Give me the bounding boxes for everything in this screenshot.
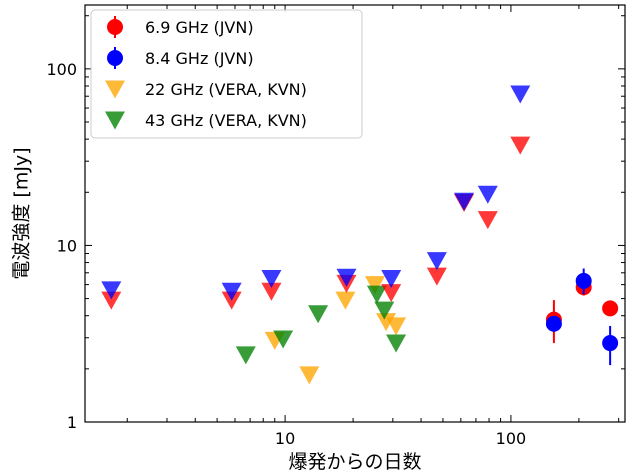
upper-limit-marker xyxy=(308,305,329,324)
series-2 xyxy=(101,85,619,366)
upper-limit-marker xyxy=(386,334,407,353)
series-1 xyxy=(101,136,619,344)
y-tick-label: 1 xyxy=(67,413,77,432)
y-tick-label: 100 xyxy=(46,60,77,79)
data-point xyxy=(602,300,619,317)
x-axis-label: 爆発からの日数 xyxy=(288,451,421,473)
x-tick-label: 100 xyxy=(496,429,527,448)
legend-marker xyxy=(107,19,123,35)
upper-limit-marker xyxy=(366,285,387,304)
y-axis-label: 電波強度 [mJy] xyxy=(11,147,33,279)
x-axis-ticks: 10 100 xyxy=(126,5,620,448)
data-point xyxy=(602,335,619,352)
upper-limit-marker xyxy=(426,267,447,286)
legend-marker xyxy=(105,80,125,99)
upper-limit-marker xyxy=(381,284,402,303)
upper-limit-marker xyxy=(101,281,122,300)
series-4 xyxy=(235,285,407,365)
legend-box xyxy=(90,9,363,139)
upper-limit-marker xyxy=(364,276,385,295)
upper-limit-marker xyxy=(374,301,395,320)
plot-area xyxy=(84,4,626,423)
upper-limit-marker xyxy=(273,330,294,349)
upper-limit-marker xyxy=(510,136,531,155)
upper-limit-marker xyxy=(381,269,402,288)
series-3 xyxy=(264,276,407,385)
upper-limit-marker xyxy=(235,346,256,365)
plot-frame xyxy=(84,4,626,423)
legend-marker xyxy=(107,50,123,66)
upper-limit-marker xyxy=(426,252,447,271)
upper-limit-marker xyxy=(477,185,498,204)
legend-label: 8.4 GHz (JVN) xyxy=(145,49,254,68)
upper-limit-marker xyxy=(101,291,122,310)
upper-limit-marker xyxy=(261,269,282,288)
upper-limit-marker xyxy=(221,282,242,301)
upper-limit-marker xyxy=(454,192,475,211)
upper-limit-marker xyxy=(335,291,356,310)
legend: 6.9 GHz (JVN) 8.4 GHz (JVN) 22 GHz (VERA, … xyxy=(90,9,363,139)
upper-limit-marker xyxy=(386,317,407,336)
legend-label: 22 GHz (VERA, KVN) xyxy=(145,80,307,99)
data-point xyxy=(575,272,592,289)
legend-label: 43 GHz (VERA, KVN) xyxy=(145,111,307,130)
upper-limit-marker xyxy=(299,366,320,385)
data-marks xyxy=(101,85,619,385)
legend-label: 6.9 GHz (JVN) xyxy=(145,18,254,37)
y-tick-label: 10 xyxy=(57,236,77,255)
y-axis-ticks: 1 10 100 xyxy=(46,15,625,432)
upper-limit-marker xyxy=(477,211,498,230)
upper-limit-marker xyxy=(510,85,531,104)
upper-limit-marker xyxy=(261,282,282,301)
upper-limit-marker xyxy=(336,268,357,287)
legend-marker xyxy=(105,111,125,130)
x-tick-label: 10 xyxy=(275,429,295,448)
data-point xyxy=(545,315,562,332)
